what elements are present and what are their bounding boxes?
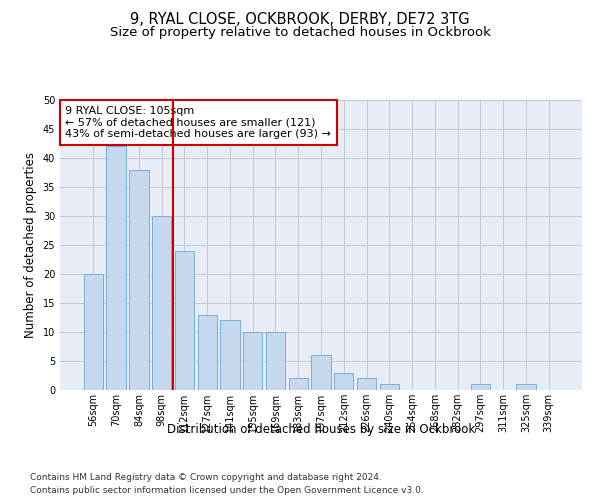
Text: Distribution of detached houses by size in Ockbrook: Distribution of detached houses by size …	[167, 422, 475, 436]
Bar	[357, 378, 376, 390]
Bar	[334, 372, 353, 390]
Bar	[84, 274, 103, 390]
Bar	[197, 314, 217, 390]
Bar	[311, 355, 331, 390]
Bar	[516, 384, 536, 390]
Text: 9 RYAL CLOSE: 105sqm
← 57% of detached houses are smaller (121)
43% of semi-deta: 9 RYAL CLOSE: 105sqm ← 57% of detached h…	[65, 106, 331, 139]
Text: Contains HM Land Registry data © Crown copyright and database right 2024.: Contains HM Land Registry data © Crown c…	[30, 472, 382, 482]
Bar	[220, 320, 239, 390]
Bar	[266, 332, 285, 390]
Bar	[289, 378, 308, 390]
Text: 9, RYAL CLOSE, OCKBROOK, DERBY, DE72 3TG: 9, RYAL CLOSE, OCKBROOK, DERBY, DE72 3TG	[130, 12, 470, 28]
Bar	[152, 216, 172, 390]
Bar	[106, 146, 126, 390]
Bar	[470, 384, 490, 390]
Y-axis label: Number of detached properties: Number of detached properties	[24, 152, 37, 338]
Bar	[380, 384, 399, 390]
Text: Contains public sector information licensed under the Open Government Licence v3: Contains public sector information licen…	[30, 486, 424, 495]
Text: Size of property relative to detached houses in Ockbrook: Size of property relative to detached ho…	[110, 26, 490, 39]
Bar	[175, 251, 194, 390]
Bar	[243, 332, 262, 390]
Bar	[129, 170, 149, 390]
